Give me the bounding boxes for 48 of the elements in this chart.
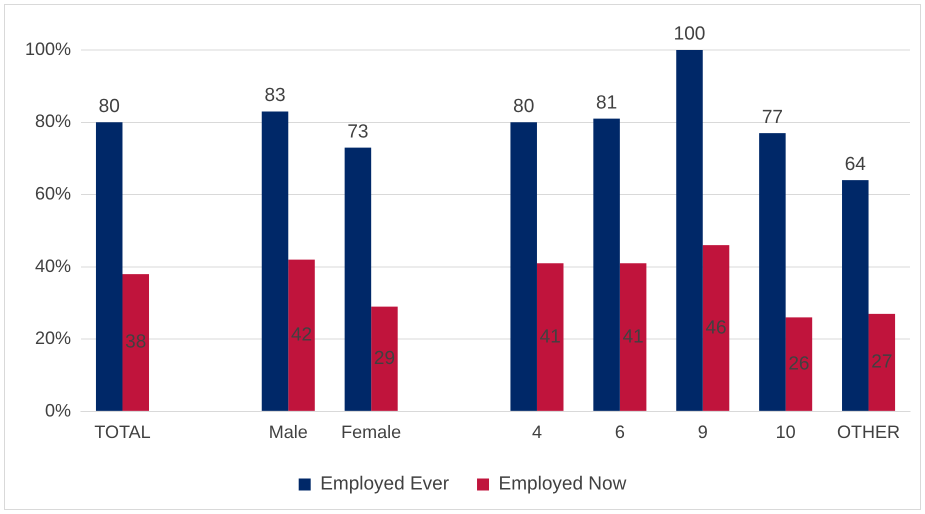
bar xyxy=(288,260,315,411)
y-tick-label: 40% xyxy=(35,256,72,276)
bar xyxy=(96,122,122,411)
bar xyxy=(842,180,869,411)
bar xyxy=(536,263,564,411)
x-tick-label: Female xyxy=(341,422,402,442)
bar xyxy=(702,245,730,411)
y-tick-label: 0% xyxy=(45,400,72,420)
data-label: 100 xyxy=(674,24,706,45)
bar xyxy=(786,317,812,411)
legend-label: Employed Ever xyxy=(320,474,450,495)
data-label: 29 xyxy=(374,348,396,369)
data-label: 46 xyxy=(705,317,727,338)
x-tick-label: Male xyxy=(268,422,308,442)
x-tick-label: 4 xyxy=(532,422,542,442)
bar xyxy=(262,111,288,411)
data-label: 73 xyxy=(347,121,368,142)
data-label: 81 xyxy=(596,92,618,114)
data-label: 26 xyxy=(788,353,810,374)
data-label: 80 xyxy=(513,96,534,118)
data-label: 42 xyxy=(290,324,312,346)
y-tick-label: 20% xyxy=(35,328,72,348)
x-tick-label: 10 xyxy=(776,422,796,442)
x-tick-label: TOTAL xyxy=(94,422,151,442)
bar xyxy=(371,306,398,411)
y-tick-label: 100% xyxy=(24,38,72,59)
data-label: 64 xyxy=(844,154,866,175)
bar xyxy=(593,118,620,411)
data-label: 41 xyxy=(540,326,561,348)
bar xyxy=(510,122,537,411)
bar xyxy=(344,148,372,411)
data-label: 77 xyxy=(762,106,783,128)
data-label: 80 xyxy=(98,96,120,118)
legend-label: Employed Now xyxy=(498,474,627,495)
data-label: 41 xyxy=(622,326,644,348)
data-label: 83 xyxy=(264,85,286,106)
bar xyxy=(868,314,896,411)
x-tick-label: 6 xyxy=(614,422,625,442)
x-tick-label: OTHER xyxy=(837,422,900,442)
bar xyxy=(122,274,150,411)
data-label: 38 xyxy=(125,332,146,353)
y-tick-label: 60% xyxy=(35,184,72,204)
bar xyxy=(676,50,703,411)
bar xyxy=(620,263,646,411)
bar xyxy=(759,133,786,411)
x-tick-label: 9 xyxy=(698,422,708,442)
data-label: 27 xyxy=(871,352,892,373)
y-tick-label: 80% xyxy=(35,111,72,132)
